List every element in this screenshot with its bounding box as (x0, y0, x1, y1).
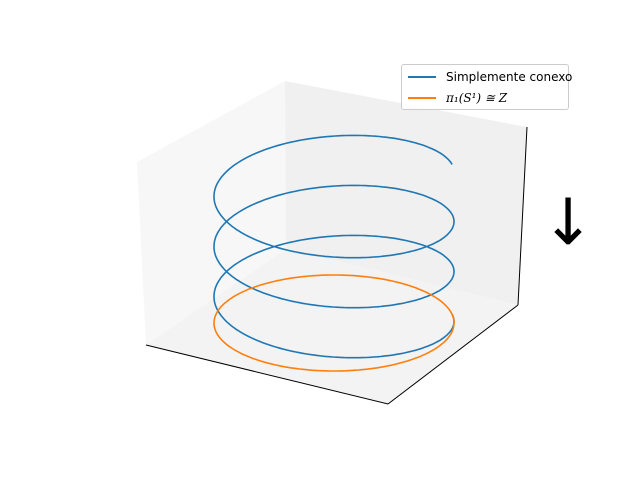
back-pane (285, 81, 527, 305)
legend-item-circle: π₁(S¹) ≅ Z (408, 89, 507, 107)
legend-swatch-helix (408, 76, 436, 78)
z-axis-line (517, 126, 528, 306)
y-axis-line (387, 304, 519, 405)
series-layer (213, 134, 455, 372)
series-line-circle (213, 274, 455, 372)
down-arrow-icon: ↓ (541, 186, 595, 260)
legend-swatch-circle (408, 97, 436, 99)
legend-label-helix: Simplemente conexo (446, 70, 573, 84)
x-axis-line (145, 344, 389, 405)
legend: Simplemente conexo π₁(S¹) ≅ Z (401, 64, 572, 110)
legend-label-circle: π₁(S¹) ≅ Z (446, 91, 508, 105)
floor-pane (146, 249, 518, 404)
left-pane (137, 81, 286, 345)
legend-item-helix: Simplemente conexo (408, 68, 572, 86)
series-line-helix (213, 134, 455, 359)
